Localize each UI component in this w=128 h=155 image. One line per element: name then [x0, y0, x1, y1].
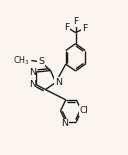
Text: F: F	[82, 24, 87, 33]
Text: N: N	[29, 68, 36, 77]
Text: N: N	[55, 78, 62, 87]
Text: N: N	[29, 80, 36, 89]
Text: F: F	[73, 17, 78, 26]
Text: Cl: Cl	[79, 106, 88, 115]
Text: CH$_3$: CH$_3$	[13, 54, 30, 67]
Text: S: S	[38, 57, 44, 66]
Text: F: F	[64, 23, 70, 32]
Text: N: N	[61, 119, 68, 128]
